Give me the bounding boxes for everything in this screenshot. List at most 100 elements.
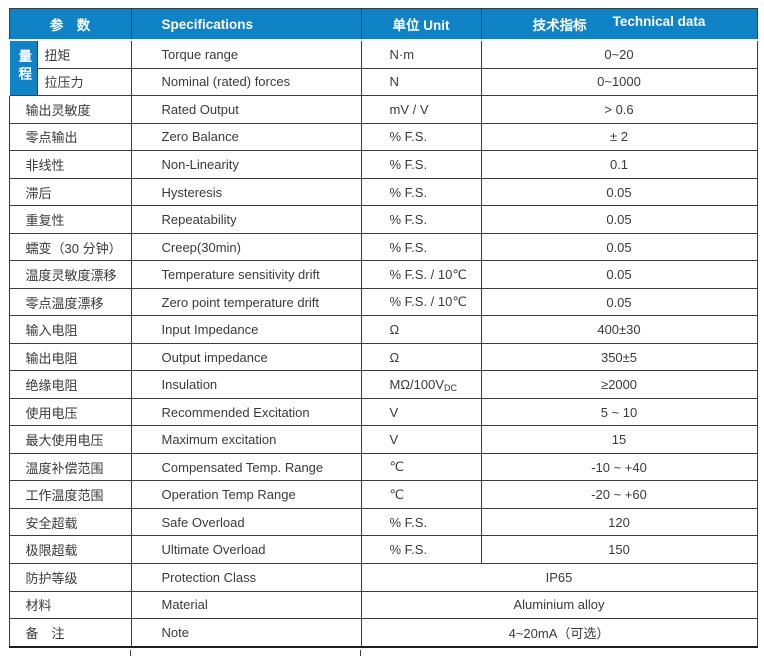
unit-cell: ℃: [360, 480, 482, 509]
table-row: 最大使用电压 Maximum excitation V 15: [8, 425, 758, 454]
unit-cell: Ω: [360, 315, 482, 344]
spec-cell: Input Impedance: [130, 315, 362, 344]
table-row: 备 注 Note 4~20mA（可选）: [8, 618, 758, 648]
value-cell: 150: [480, 535, 758, 564]
param-cell: 材料: [8, 590, 132, 620]
unit-cell: % F.S.: [360, 177, 482, 207]
value-cell: 120: [480, 507, 758, 537]
unit-cell: % F.S. / 10℃: [360, 287, 482, 317]
table-row: 防护等级 Protection Class IP65: [8, 562, 758, 592]
range-group-label: 量程: [16, 49, 32, 85]
spec-sheet: 参 数 Specifications 单位 Unit 技术指标 Technica…: [8, 8, 758, 648]
spec-cell: Nominal (rated) forces: [130, 67, 362, 97]
unit-cell: % F.S.: [360, 535, 482, 564]
value-cell: 0.05: [480, 177, 758, 207]
param-cell: 拉压力: [36, 67, 132, 97]
table-row: 材料 Material Aluminium alloy: [8, 590, 758, 620]
value-cell: 0.05: [480, 232, 758, 262]
table-row: 蠕变（30 分钟） Creep(30min)% F.S. 0.05: [8, 232, 758, 262]
spec-table-body: 量程 扭矩 Torque range N·m 0~20 拉压力 Nominal (rated…: [8, 39, 758, 648]
table-row: 输入电阻 Input Impedance Ω 400±30: [8, 315, 758, 344]
value-cell: 0.05: [480, 260, 758, 289]
header-row: 参 数 Specifications 单位 Unit 技术指标 Technica…: [8, 8, 758, 41]
spec-cell: Ultimate Overload: [130, 535, 362, 564]
spec-cell: Compensated Temp. Range: [130, 452, 362, 482]
value-cell: ≥2000: [480, 370, 758, 399]
table-row: 零点温度漂移 Zero point temperature drift% F.S.…: [8, 287, 758, 317]
table-row: 输出灵敏度 Rated Output mV / V > 0.6: [8, 95, 758, 124]
param-cell: 使用电压: [8, 397, 132, 427]
table-row: 绝缘电阻 Insulation MΩ/100VDC ≥2000: [8, 370, 758, 399]
param-cell: 蠕变（30 分钟）: [8, 232, 132, 262]
param-cell: 绝缘电阻: [8, 370, 132, 399]
unit-cell: V: [360, 425, 482, 454]
spec-cell: Non-Linearity: [130, 150, 362, 179]
spec-cell: Creep(30min): [130, 232, 362, 262]
spec-cell: Zero point temperature drift: [130, 287, 362, 317]
value-cell: 0.1: [480, 150, 758, 179]
spec-cell: Temperature sensitivity drift: [130, 260, 362, 289]
column-divider-tick: [130, 650, 131, 656]
header-technical-data: 技术指标 Technical data: [480, 8, 758, 41]
param-cell: 输出灵敏度: [8, 95, 132, 124]
table-row: 工作温度范围 Operation Temp Range ℃ -20 ~ +60: [8, 480, 758, 509]
unit-cell: % F.S.: [360, 205, 482, 234]
param-cell: 工作温度范围: [8, 480, 132, 509]
table-header: 参 数 Specifications 单位 Unit 技术指标 Technica…: [8, 8, 758, 41]
value-cell: 0~20: [480, 39, 758, 69]
param-cell: 温度补偿范围: [8, 452, 132, 482]
value-cell: 5 ~ 10: [480, 397, 758, 427]
table-row: 非线性 Non-Linearity% F.S. 0.1: [8, 150, 758, 179]
param-cell: 重复性: [8, 205, 132, 234]
table-row: 拉压力 Nominal (rated) forces N 0~1000: [9, 67, 758, 97]
unit-cell: ℃: [360, 452, 482, 482]
spec-cell: Torque range: [130, 39, 362, 69]
spec-cell: Zero Balance: [130, 122, 362, 152]
value-cell: 0.05: [480, 205, 758, 234]
value-cell: -10 ~ +40: [480, 452, 758, 482]
table-row: 量程 扭矩 Torque range N·m 0~20: [8, 39, 758, 97]
spec-cell: Safe Overload: [130, 507, 362, 537]
header-unit: 单位 Unit: [360, 8, 482, 41]
param-cell: 零点温度漂移: [8, 287, 132, 317]
unit-cell: MΩ/100VDC: [360, 370, 482, 399]
spec-cell: Rated Output: [130, 95, 362, 124]
specification-table: 参 数 Specifications 单位 Unit 技术指标 Technica…: [8, 8, 758, 648]
header-technical-data-zh: 技术指标: [532, 18, 587, 33]
param-cell: 最大使用电压: [8, 425, 132, 454]
param-cell: 温度灵敏度漂移: [8, 260, 132, 289]
value-cell: IP65: [360, 562, 758, 592]
value-cell: -20 ~ +60: [480, 480, 758, 509]
unit-cell: % F.S.: [360, 232, 482, 262]
table-row: 输出电阻 Output impedance Ω 350±5: [8, 342, 758, 372]
unit-cell: N·m: [360, 39, 482, 69]
spec-cell: Material: [130, 590, 362, 620]
spec-cell: Operation Temp Range: [130, 480, 362, 509]
value-cell: ± 2: [480, 122, 758, 152]
param-cell: 输入电阻: [8, 315, 132, 344]
spec-cell: Output impedance: [130, 342, 362, 372]
unit-cell: V: [360, 397, 482, 427]
header-technical-data-en: Technical data: [612, 14, 706, 29]
param-cell: 零点输出: [8, 122, 132, 152]
value-cell: 350±5: [480, 342, 758, 372]
table-row: 使用电压 Recommended Excitation V 5 ~ 10: [8, 397, 758, 427]
table-row: 滞后 Hysteresis% F.S. 0.05: [8, 177, 758, 207]
range-group-cell: 量程: [8, 39, 38, 97]
spec-cell: Insulation: [130, 370, 362, 399]
header-specifications: Specifications: [130, 8, 362, 41]
unit-cell: N: [360, 67, 482, 97]
unit-subscript: DC: [444, 382, 458, 393]
param-cell: 安全超载: [8, 507, 132, 537]
param-cell: 备 注: [8, 618, 132, 648]
value-cell: 4~20mA（可选）: [360, 618, 758, 648]
value-cell: 0~1000: [480, 67, 758, 97]
column-divider-tick: [360, 650, 361, 656]
table-row: 温度补偿范围 Compensated Temp. Range ℃ -10 ~ +40: [8, 452, 758, 482]
header-param: 参 数: [8, 8, 132, 41]
spec-cell: Hysteresis: [130, 177, 362, 207]
unit-cell: Ω: [360, 342, 482, 372]
param-cell: 非线性: [8, 150, 132, 179]
table-row: 安全超载 Safe Overload% F.S. 120: [8, 507, 758, 537]
unit-cell: mV / V: [360, 95, 482, 124]
